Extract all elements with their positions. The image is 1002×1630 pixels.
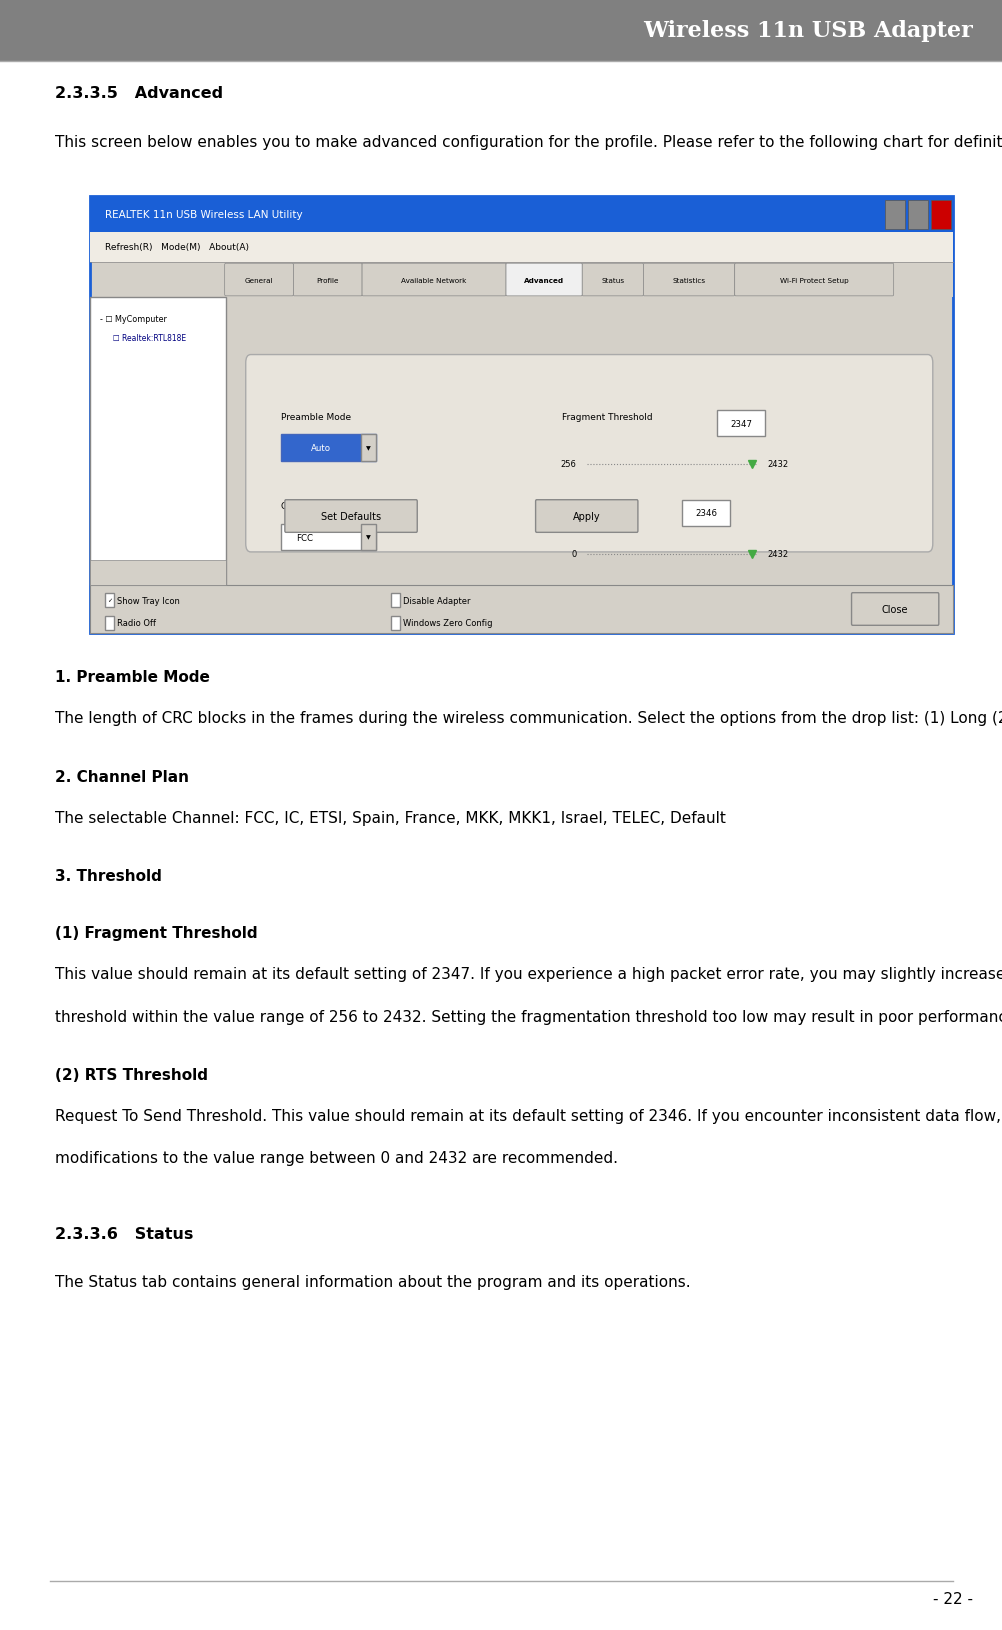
Bar xyxy=(361,435,376,461)
FancyBboxPatch shape xyxy=(362,264,505,297)
Text: ✓: ✓ xyxy=(107,598,112,603)
Bar xyxy=(90,233,952,262)
Text: (2) RTS Threshold: (2) RTS Threshold xyxy=(55,1068,208,1082)
Text: FCC: FCC xyxy=(296,533,313,543)
Bar xyxy=(105,616,114,631)
Text: - 22 -: - 22 - xyxy=(932,1591,972,1606)
Text: - ☐ MyComputer: - ☐ MyComputer xyxy=(100,315,167,324)
Text: RTS Threshold: RTS Threshold xyxy=(561,502,625,512)
Text: modifications to the value range between 0 and 2432 are recommended.: modifications to the value range between… xyxy=(55,1151,617,1165)
Text: 2. Channel Plan: 2. Channel Plan xyxy=(55,769,189,784)
Text: 2432: 2432 xyxy=(767,460,788,469)
Text: Request To Send Threshold. This value should remain at its default setting of 23: Request To Send Threshold. This value sh… xyxy=(55,1108,1002,1123)
FancyBboxPatch shape xyxy=(535,500,637,533)
Bar xyxy=(281,525,376,551)
FancyBboxPatch shape xyxy=(581,264,643,297)
FancyBboxPatch shape xyxy=(285,500,417,533)
Text: Set Defaults: Set Defaults xyxy=(321,512,381,522)
FancyBboxPatch shape xyxy=(643,264,733,297)
Text: General: General xyxy=(244,277,273,284)
FancyBboxPatch shape xyxy=(224,264,293,297)
Text: Channel Plan: Channel Plan xyxy=(281,502,340,512)
FancyBboxPatch shape xyxy=(506,264,581,297)
Bar xyxy=(391,616,400,631)
FancyBboxPatch shape xyxy=(293,264,362,297)
Text: 2.3.3.5   Advanced: 2.3.3.5 Advanced xyxy=(55,86,223,101)
Text: 2432: 2432 xyxy=(767,549,788,559)
Text: 0: 0 xyxy=(571,549,576,559)
Text: Statistics: Statistics xyxy=(671,277,705,284)
Text: Apply: Apply xyxy=(572,512,600,522)
Text: The length of CRC blocks in the frames during the wireless communication. Select: The length of CRC blocks in the frames d… xyxy=(55,711,1002,725)
Bar xyxy=(681,500,729,526)
Text: Wireless 11n USB Adapter: Wireless 11n USB Adapter xyxy=(642,20,972,42)
Text: Refresh(R)   Mode(M)   About(A): Refresh(R) Mode(M) About(A) xyxy=(105,243,249,253)
Text: 256: 256 xyxy=(560,460,576,469)
Text: ▼: ▼ xyxy=(366,445,371,452)
Text: The Status tab contains general information about the program and its operations: The Status tab contains general informat… xyxy=(55,1275,690,1289)
Text: threshold within the value range of 256 to 2432. Setting the fragmentation thres: threshold within the value range of 256 … xyxy=(55,1009,1002,1024)
Text: Auto: Auto xyxy=(311,443,331,453)
Bar xyxy=(90,585,952,634)
Text: Windows Zero Config: Windows Zero Config xyxy=(403,619,492,628)
Bar xyxy=(884,200,904,230)
Text: Status: Status xyxy=(600,277,624,284)
Text: 2.3.3.6   Status: 2.3.3.6 Status xyxy=(55,1226,193,1240)
Bar xyxy=(716,411,765,437)
FancyBboxPatch shape xyxy=(245,355,932,553)
Bar xyxy=(391,593,400,608)
Bar xyxy=(220,262,952,298)
Text: Fragment Threshold: Fragment Threshold xyxy=(561,412,651,422)
Text: Profile: Profile xyxy=(317,277,339,284)
Text: Close: Close xyxy=(881,605,908,615)
Text: 2346: 2346 xyxy=(694,509,716,518)
Bar xyxy=(90,561,225,585)
Text: Available Network: Available Network xyxy=(401,277,466,284)
Text: Radio Off: Radio Off xyxy=(117,619,156,628)
Bar xyxy=(281,435,376,461)
Text: (1) Fragment Threshold: (1) Fragment Threshold xyxy=(55,926,258,941)
Text: Preamble Mode: Preamble Mode xyxy=(281,412,351,422)
Text: 1. Preamble Mode: 1. Preamble Mode xyxy=(55,670,209,685)
Bar xyxy=(90,197,952,233)
Bar xyxy=(105,593,114,608)
Text: REALTEK 11n USB Wireless LAN Utility: REALTEK 11n USB Wireless LAN Utility xyxy=(105,210,303,220)
Text: Advanced: Advanced xyxy=(523,277,564,284)
Bar xyxy=(930,200,950,230)
Text: 2347: 2347 xyxy=(729,419,752,429)
Text: This value should remain at its default setting of 2347. If you experience a hig: This value should remain at its default … xyxy=(55,967,1002,981)
FancyBboxPatch shape xyxy=(851,593,938,626)
Bar xyxy=(0,0,1002,62)
Bar xyxy=(90,197,952,634)
Text: ▼: ▼ xyxy=(366,535,371,541)
Bar xyxy=(90,298,225,585)
Text: The selectable Channel: FCC, IC, ETSI, Spain, France, MKK, MKK1, Israel, TELEC, : The selectable Channel: FCC, IC, ETSI, S… xyxy=(55,810,725,825)
Bar xyxy=(907,200,927,230)
Bar xyxy=(361,525,376,551)
Text: Show Tray Icon: Show Tray Icon xyxy=(117,597,180,605)
Text: ☐ Realtek:RTL818E: ☐ Realtek:RTL818E xyxy=(108,334,186,344)
Text: Disable Adapter: Disable Adapter xyxy=(403,597,470,605)
Text: This screen below enables you to make advanced configuration for the profile. Pl: This screen below enables you to make ad… xyxy=(55,135,1002,150)
Text: 3. Threshold: 3. Threshold xyxy=(55,869,162,883)
FancyBboxPatch shape xyxy=(733,264,893,297)
Text: Wi-Fi Protect Setup: Wi-Fi Protect Setup xyxy=(779,277,848,284)
